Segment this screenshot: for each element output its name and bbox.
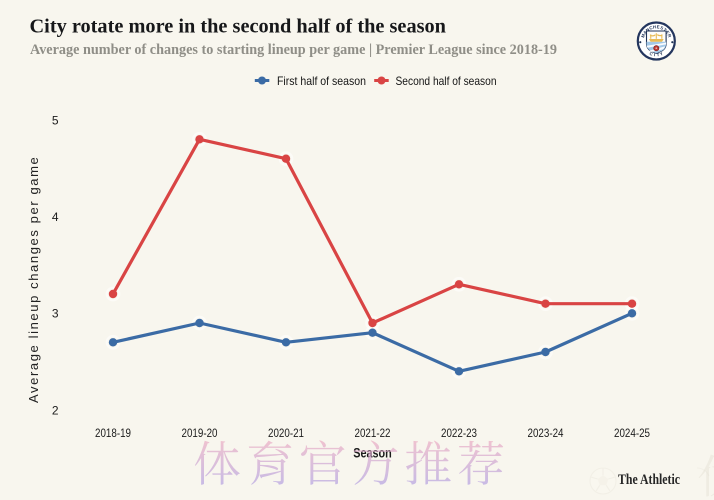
- svg-text:R: R: [667, 33, 673, 39]
- svg-text:Second half of season: Second half of season: [396, 74, 497, 88]
- svg-text:2020-21: 2020-21: [268, 426, 304, 440]
- svg-text:I: I: [654, 52, 656, 57]
- svg-text:M: M: [640, 33, 646, 39]
- svg-text:T: T: [662, 27, 667, 33]
- svg-text:T: T: [656, 52, 660, 57]
- svg-text:2023-24: 2023-24: [528, 426, 564, 440]
- svg-text:2018-19: 2018-19: [95, 426, 131, 440]
- svg-text:2022-23: 2022-23: [441, 426, 477, 440]
- svg-text:H: H: [653, 24, 657, 29]
- svg-text:C: C: [649, 51, 655, 57]
- svg-text:First half of season: First half of season: [277, 74, 366, 88]
- svg-text:3: 3: [52, 307, 59, 321]
- svg-text:C: C: [648, 25, 654, 31]
- svg-text:E: E: [665, 30, 671, 35]
- svg-text:Y: Y: [659, 51, 664, 57]
- svg-text:Season: Season: [353, 445, 392, 461]
- svg-text:E: E: [656, 24, 660, 29]
- svg-text:The Athletic: The Athletic: [618, 472, 680, 488]
- svg-text:S: S: [659, 25, 664, 31]
- svg-text:N: N: [645, 27, 651, 33]
- svg-text:2019-20: 2019-20: [182, 426, 218, 440]
- svg-text:2: 2: [52, 403, 59, 417]
- svg-text:City rotate more in the second: City rotate more in the second half of t…: [30, 16, 447, 38]
- svg-text:A: A: [642, 29, 648, 35]
- svg-text:Average number of changes to s: Average number of changes to starting li…: [30, 42, 557, 58]
- svg-text:2021-22: 2021-22: [355, 426, 391, 440]
- svg-text:2024-25: 2024-25: [614, 426, 650, 440]
- svg-text:4: 4: [52, 210, 59, 224]
- svg-text:5: 5: [52, 113, 59, 127]
- svg-text:Average lineup changes per gam: Average lineup changes per game: [26, 157, 41, 403]
